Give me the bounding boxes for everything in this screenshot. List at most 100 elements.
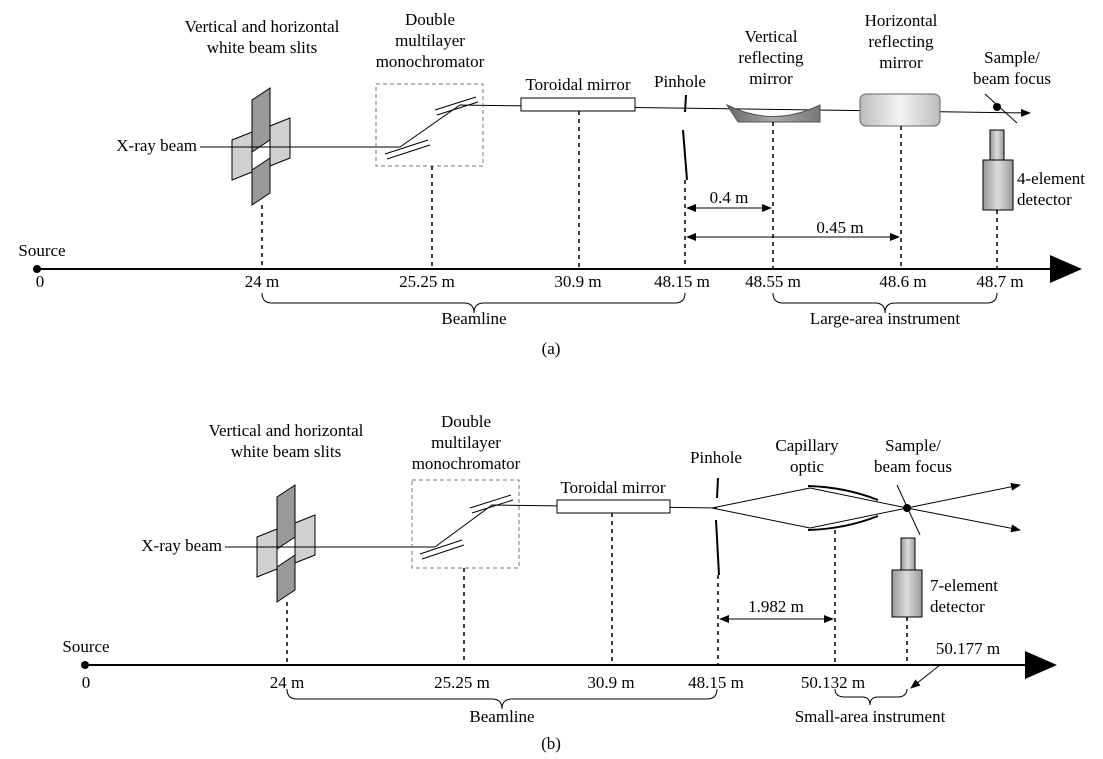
- detector: [989, 129, 1005, 161]
- label: Vertical and horizontal: [185, 17, 340, 36]
- caption: (a): [542, 339, 561, 358]
- label: beam focus: [874, 457, 952, 476]
- position-label: 48.55 m: [745, 272, 801, 291]
- crystal: [386, 144, 431, 160]
- mono-box: [375, 83, 484, 167]
- toroidal-mirror: [556, 499, 671, 514]
- position-label: 24 m: [270, 673, 304, 692]
- label: 7-element: [930, 576, 998, 595]
- label: detector: [1017, 190, 1072, 209]
- label: Vertical: [745, 27, 798, 46]
- position-label: 48.15 m: [654, 272, 710, 291]
- label: 0: [36, 272, 45, 291]
- source-dot: [33, 265, 41, 273]
- position-label: 50.177 m: [936, 639, 1000, 658]
- label: 4-element: [1017, 169, 1085, 188]
- label: Sample/: [984, 48, 1040, 67]
- position-label: 48.7 m: [976, 272, 1023, 291]
- slit-plate: [231, 131, 253, 181]
- slit-plate: [256, 528, 278, 578]
- distance-label: 0.45 m: [816, 218, 863, 237]
- slit-plate: [269, 117, 291, 167]
- position-label: 25.25 m: [434, 673, 490, 692]
- crystal: [471, 499, 514, 514]
- label: X-ray beam: [116, 136, 197, 155]
- position-label: 30.9 m: [554, 272, 601, 291]
- label: Source: [18, 241, 65, 260]
- horizontal-mirror: [859, 93, 941, 127]
- slit-plate: [276, 484, 296, 550]
- pointer-arrow: [910, 664, 941, 689]
- label: Pinhole: [690, 448, 742, 467]
- toroidal-mirror: [520, 97, 636, 112]
- panel-a: Vertical and horizontal white beam slits…: [18, 10, 1085, 358]
- capillary: [807, 515, 879, 531]
- label: Capillary: [775, 436, 839, 455]
- focus: [903, 504, 911, 512]
- vertical-mirror: [725, 103, 821, 123]
- detector: [900, 537, 916, 571]
- focus: [993, 103, 1001, 111]
- beam: [711, 482, 1021, 509]
- mono-box: [411, 479, 520, 569]
- detector: [891, 569, 923, 618]
- slit-plate: [276, 554, 296, 603]
- crystal: [421, 544, 465, 560]
- label: multilayer: [395, 31, 465, 50]
- brace: [834, 688, 908, 706]
- brace: [772, 292, 998, 314]
- label: Toroidal mirror: [560, 478, 665, 497]
- position-label: 48.6 m: [879, 272, 926, 291]
- label: Pinhole: [654, 72, 706, 91]
- label: beam focus: [973, 69, 1051, 88]
- label: Source: [62, 637, 109, 656]
- distance-label: 1.982 m: [748, 597, 804, 616]
- group-label: Small-area instrument: [795, 707, 946, 726]
- pinhole: [715, 519, 720, 576]
- position-label: 48.15 m: [688, 673, 744, 692]
- label: Horizontal: [865, 11, 938, 30]
- sample: [984, 93, 1018, 124]
- position-label: 25.25 m: [399, 272, 455, 291]
- crystal: [434, 96, 477, 111]
- slit-plate: [251, 157, 271, 206]
- label: white beam slits: [207, 38, 317, 57]
- label: optic: [790, 457, 824, 476]
- label: X-ray beam: [141, 536, 222, 555]
- pinhole: [682, 129, 688, 181]
- beam: [399, 104, 1031, 148]
- slit-plate: [294, 514, 316, 564]
- slit-plate: [251, 87, 271, 153]
- pinhole: [716, 477, 719, 499]
- crystal: [419, 539, 463, 555]
- label: mirror: [749, 69, 793, 88]
- group-label: Large-area instrument: [810, 309, 961, 328]
- brace: [261, 292, 686, 314]
- label: reflecting: [868, 32, 934, 51]
- label: detector: [930, 597, 985, 616]
- label: multilayer: [431, 433, 501, 452]
- source-dot: [81, 661, 89, 669]
- pinhole: [684, 94, 687, 113]
- crystal: [436, 101, 479, 116]
- position-label: 30.9 m: [587, 673, 634, 692]
- label: monochromator: [412, 454, 521, 473]
- beam: [711, 507, 1021, 533]
- detector: [982, 159, 1014, 211]
- position-label: 50.132 m: [801, 673, 865, 692]
- caption: (b): [541, 734, 561, 753]
- label: mirror: [879, 53, 923, 72]
- label: Toroidal mirror: [525, 75, 630, 94]
- capillary: [807, 485, 879, 501]
- label: Vertical and horizontal: [209, 421, 364, 440]
- label: Sample/: [885, 436, 941, 455]
- crystal: [384, 139, 429, 155]
- label: 0: [82, 673, 91, 692]
- group-label: Beamline: [469, 707, 534, 726]
- label: Double: [441, 412, 491, 431]
- label: Double: [405, 10, 455, 29]
- distance-label: 0.4 m: [710, 188, 749, 207]
- label: reflecting: [738, 48, 804, 67]
- brace: [286, 688, 718, 710]
